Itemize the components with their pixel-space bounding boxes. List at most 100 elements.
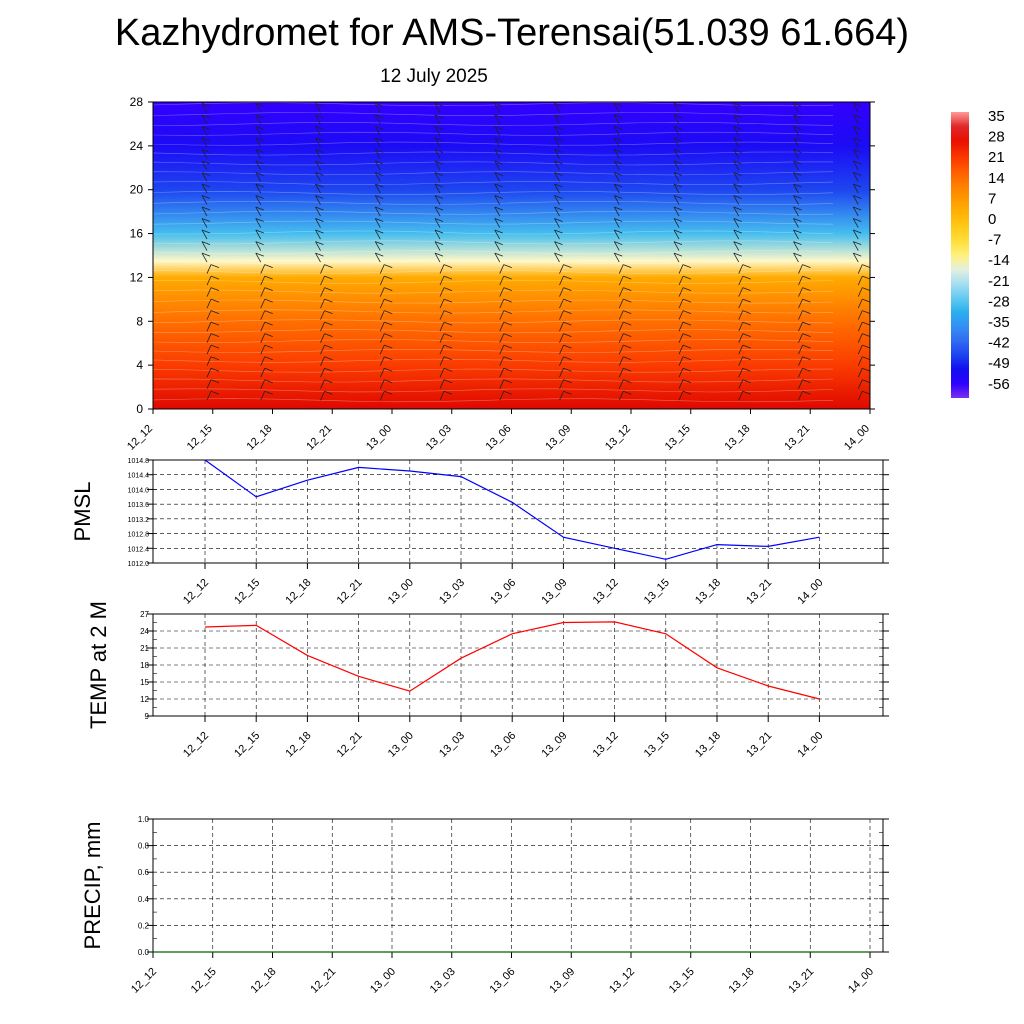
wind-barb	[494, 103, 501, 113]
wind-barb-flag	[384, 356, 393, 361]
wind-barb	[201, 103, 208, 113]
wind-barb	[618, 298, 624, 309]
colorbar-label: -21	[988, 273, 1010, 290]
wind-barb	[857, 275, 863, 286]
wind-barb-flag	[614, 195, 623, 199]
wind-barb	[379, 345, 385, 355]
wind-barb	[559, 310, 564, 320]
wind-barb-flag	[793, 103, 802, 107]
wind-barb-flag	[733, 103, 742, 107]
wind-barb	[618, 321, 624, 332]
wind-barb-flag	[210, 379, 220, 384]
wind-barb-flag	[315, 206, 324, 211]
wind-barb-flag	[733, 206, 742, 211]
wind-barb-flag	[742, 367, 751, 372]
wind-barb-flag	[733, 114, 742, 119]
wind-barb-flag	[494, 229, 503, 234]
wind-barb	[613, 126, 620, 136]
wind-barb	[315, 126, 321, 136]
contour-line	[152, 368, 834, 373]
wind-barb-flag	[255, 218, 264, 222]
wind-barb	[499, 333, 505, 343]
wind-barb	[733, 160, 740, 171]
wind-barb-flag	[201, 229, 211, 234]
contour-line	[152, 378, 834, 383]
wind-barb-flag	[324, 356, 333, 361]
wind-barb	[374, 229, 381, 240]
wind-barb	[439, 368, 445, 378]
wind-barb-flag	[862, 379, 871, 384]
panel-frame	[152, 459, 884, 564]
chart-title: Kazhydromet for AMS-Terensai(51.039 61.6…	[114, 12, 910, 54]
wind-barb	[554, 241, 560, 251]
wind-barb-flag	[793, 206, 802, 211]
wind-barb-flag	[733, 229, 742, 234]
wind-barb	[315, 206, 321, 217]
wind-barb	[320, 321, 325, 332]
wind-barb-flag	[554, 218, 563, 222]
wind-barb-flag	[853, 103, 862, 107]
wind-barb-flag	[614, 218, 623, 222]
wind-barb-flag	[384, 321, 393, 326]
wind-barb	[554, 149, 560, 159]
wind-barb	[201, 241, 208, 251]
wind-barb	[260, 391, 266, 401]
wind-barb-flag	[324, 321, 333, 326]
colorbar-label: 35	[988, 108, 1005, 125]
wind-barb	[673, 103, 680, 113]
wind-barb-flag	[742, 298, 751, 303]
colorbar-label: 14	[988, 170, 1005, 187]
contour-line	[152, 102, 834, 107]
wind-barb	[852, 206, 859, 217]
wind-barb	[857, 333, 863, 343]
wind-barb-flag	[315, 149, 324, 153]
wind-barb	[255, 241, 262, 251]
wind-barb	[315, 149, 321, 159]
wind-barb-flag	[862, 344, 871, 349]
y-tick-label: 0.6	[138, 868, 150, 877]
wind-barb	[320, 310, 325, 320]
wind-barb	[554, 137, 560, 148]
wind-barb-flag	[793, 137, 802, 142]
wind-barb-flag	[623, 264, 632, 268]
contour-line	[152, 329, 834, 334]
wind-barb	[499, 345, 505, 355]
wind-barb	[379, 298, 385, 309]
contour-line	[152, 260, 834, 265]
wind-barb-flag	[375, 195, 384, 199]
wind-barb	[374, 103, 381, 113]
wind-barb-flag	[554, 160, 563, 165]
wind-barb-flag	[673, 160, 683, 165]
wind-barb-flag	[434, 229, 444, 234]
wind-barb-flag	[733, 241, 742, 245]
wind-barb-flag	[802, 264, 811, 268]
wind-barb-flag	[324, 390, 333, 395]
y-tick-label: 20	[130, 183, 144, 197]
wind-barb	[494, 160, 501, 171]
wind-barb-flag	[742, 264, 751, 268]
wind-barb-flag	[210, 333, 220, 338]
wind-barb-flag	[614, 241, 623, 245]
wind-barb	[379, 275, 385, 286]
colorbar: 35 28 21 14 7 0 -7 -14 -21 -28 -35 -42 -49 -56	[951, 108, 1010, 398]
wind-barb-flag	[384, 287, 393, 291]
wind-barb	[678, 356, 684, 366]
wind-barb	[374, 126, 381, 136]
wind-barb-flag	[324, 333, 333, 338]
wind-barb	[733, 218, 740, 228]
wind-barb	[206, 333, 212, 343]
wind-barb	[613, 252, 620, 263]
wind-barb	[857, 321, 863, 332]
y-tick-label: 1012.4	[128, 546, 150, 553]
wind-barb	[260, 264, 266, 274]
contour-line	[152, 319, 834, 324]
y-tick-label: 1013.6	[128, 502, 150, 509]
x-tick-label: 12_18	[245, 423, 275, 453]
wind-barb-flag	[264, 287, 273, 291]
wind-barb-flag	[614, 149, 623, 153]
wind-barb-flag	[614, 252, 623, 257]
wind-barbs	[201, 103, 871, 401]
wind-barb	[738, 368, 744, 378]
wind-barb-flag	[384, 390, 393, 395]
wind-barb-flag	[434, 241, 444, 245]
